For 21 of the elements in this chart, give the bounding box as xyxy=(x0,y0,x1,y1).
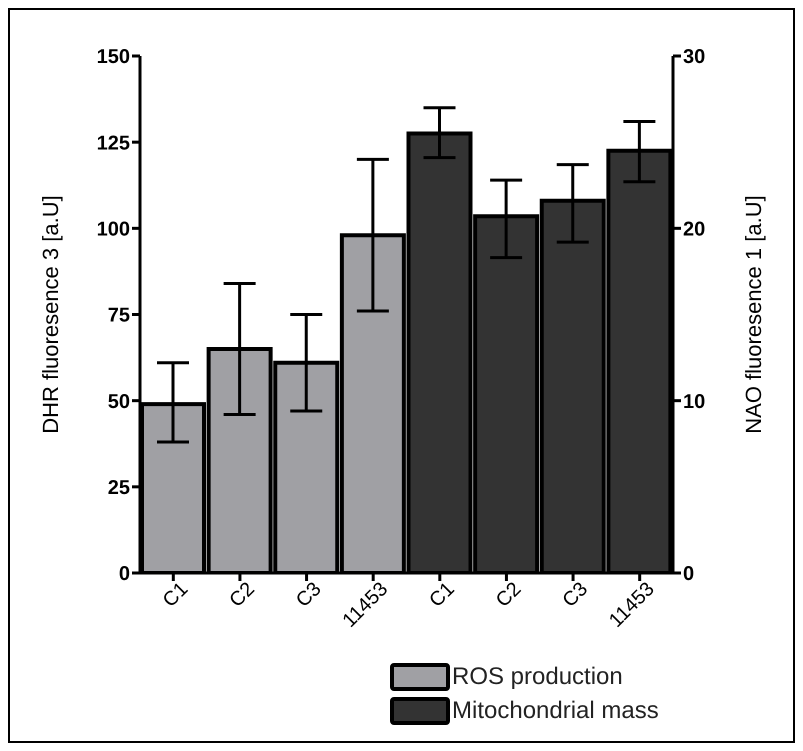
y-tick-label: 25 xyxy=(108,476,130,499)
y-tick-label: 50 xyxy=(108,390,130,413)
x-tick-label: C2 xyxy=(492,578,526,612)
y2-axis-title: NAO fluoresence 1 [a.U] xyxy=(740,195,766,434)
y2-tick-label: 10 xyxy=(683,390,706,413)
y2-tick-label: 30 xyxy=(683,46,706,68)
y2-tick-label: 0 xyxy=(683,563,694,586)
x-tick-label: C2 xyxy=(225,578,260,612)
y-tick-label: 0 xyxy=(118,563,130,586)
y-axis-title: DHR fluoresence 3 [a.U] xyxy=(38,195,63,434)
y-tick-label: 75 xyxy=(108,304,130,327)
legend-label: ROS production xyxy=(452,663,623,691)
x-tick-label: C3 xyxy=(558,578,592,612)
y-tick-label: 150 xyxy=(96,46,130,68)
x-tick-label: C1 xyxy=(158,578,192,612)
y-tick-label: 100 xyxy=(96,218,130,240)
legend-label: Mitochondrial mass xyxy=(452,697,659,725)
x-tick-label: C3 xyxy=(292,578,326,612)
y2-tick-label: 20 xyxy=(683,218,706,240)
x-tick-label: C1 xyxy=(425,578,459,612)
y-tick-label: 125 xyxy=(96,132,130,154)
